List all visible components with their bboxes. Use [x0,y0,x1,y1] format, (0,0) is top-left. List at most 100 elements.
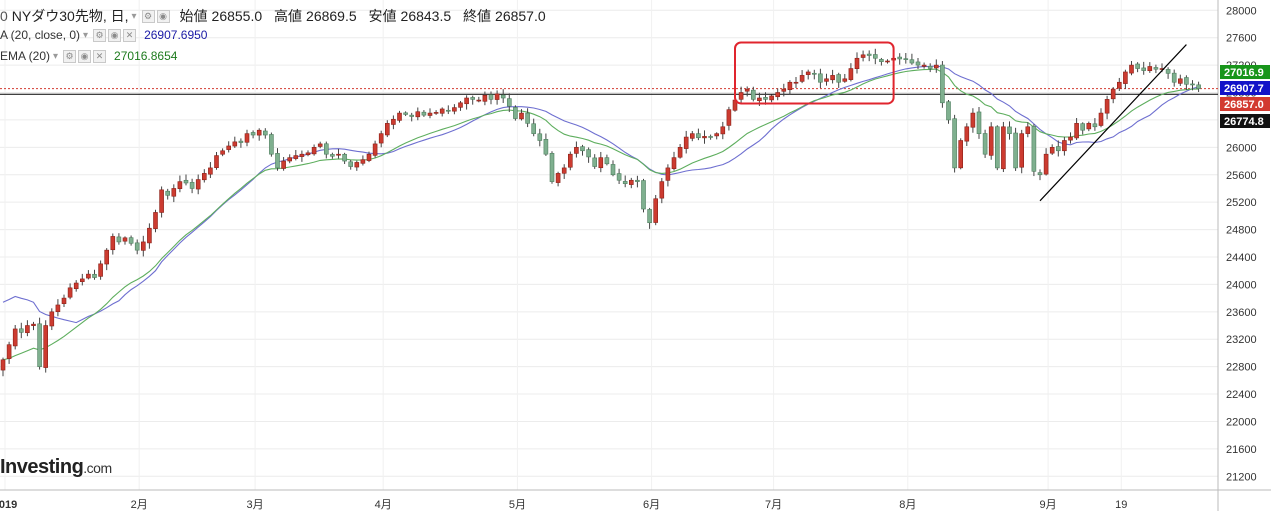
x-tick-label: 2019 [0,499,17,511]
close-value: 26857.0 [495,8,546,24]
candle-up [122,237,128,242]
x-tick-label: 8月 [899,499,916,511]
candle-up [787,81,793,91]
candle-down [506,98,512,107]
x-tick-label: 4月 [375,499,392,511]
price-label: 26857.0 [1224,99,1264,111]
candle-up [256,129,262,136]
gear-icon[interactable]: ⚙ [141,9,155,23]
candle-up [1104,99,1110,114]
candle-down [421,111,427,116]
candle-up [464,97,469,105]
gear-icon[interactable]: ⚙ [63,49,77,63]
candle-up [1178,78,1183,84]
candle-up [1110,88,1116,100]
price-label: 26907.7 [1224,83,1264,95]
candle-up [781,88,787,92]
candle-down [445,109,451,112]
candle-up [104,249,109,265]
candle-down [635,179,640,182]
candle-up [1074,123,1079,139]
candle-up [214,155,219,168]
candle-up [665,167,671,181]
candle-up [427,112,433,116]
price-label-bg [1220,114,1270,128]
candle-up [61,297,67,304]
candle-down [330,154,335,157]
candle-down [750,89,756,100]
candle-up [567,153,573,168]
y-tick-label: 24400 [1226,252,1257,264]
candle-down [1153,67,1159,70]
candle-up [653,198,659,223]
candle-up [452,107,457,112]
candle-down [1171,72,1177,83]
candle-down [549,153,555,182]
candle-up [720,126,726,135]
close-icon[interactable]: ✕ [93,49,107,63]
candle-up [860,54,866,58]
candle-up [43,325,49,368]
close-icon[interactable]: ✕ [123,28,137,42]
eye-icon[interactable]: ◉ [78,49,92,63]
eye-icon[interactable]: ◉ [156,9,170,23]
y-tick-label: 21200 [1226,471,1257,483]
candle-down [763,97,768,100]
candle-down [610,164,616,176]
candle-up [769,95,774,101]
candle-up [0,359,6,371]
price-label: 26774.8 [1224,116,1264,128]
candlesticks [0,48,1201,377]
candle-up [226,145,231,150]
candle-up [1123,71,1128,84]
candle-up [244,133,250,143]
candle-up [958,140,964,169]
candle-up [757,97,762,102]
ema-value: 27016.8654 [114,49,178,63]
candle-up [439,108,445,114]
candle-down [641,180,646,210]
candle-down [342,153,347,162]
investing-logo: Investing.com [0,456,112,479]
candle-up [970,112,976,128]
candle-up [482,94,488,102]
candle-up [147,227,152,244]
candle-up [336,153,341,156]
candle-up [598,157,604,169]
candle-up [830,75,835,81]
y-tick-label: 28000 [1226,5,1257,17]
candle-down [994,126,1000,169]
candle-up [476,99,482,102]
candle-up [726,109,732,126]
candle-up [317,143,323,147]
y-tick-label: 27600 [1226,33,1257,45]
candle-up [360,159,366,164]
candle-up [366,153,372,161]
y-tick-label: 26000 [1226,142,1257,154]
caret-down-icon[interactable]: ▾ [83,29,89,41]
candle-down [37,323,42,367]
sma-value: 26907.6950 [144,28,208,42]
candle-up [854,57,860,69]
eye-icon[interactable]: ◉ [108,28,122,42]
candle-up [702,136,707,139]
candle-up [281,160,286,169]
candle-down [897,56,903,60]
candle-up [921,64,927,67]
candle-up [775,92,781,98]
candle-up [671,157,677,170]
candle-down [586,149,591,158]
y-tick-label: 22800 [1226,362,1257,374]
y-tick-label: 24000 [1226,279,1257,291]
candle-up [80,278,85,282]
gear-icon[interactable]: ⚙ [93,28,107,42]
caret-down-icon[interactable]: ▾ [53,50,59,62]
candle-up [195,179,201,190]
candle-down [531,123,537,134]
candle-down [183,179,189,184]
candle-down [275,153,280,169]
caret-down-icon[interactable]: ▾ [131,10,137,22]
open-value: 26855.0 [211,8,263,24]
